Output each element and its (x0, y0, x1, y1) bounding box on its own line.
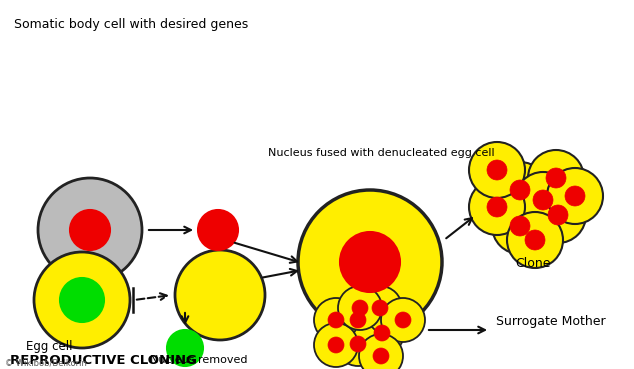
Circle shape (34, 252, 130, 348)
Circle shape (314, 323, 358, 367)
Circle shape (60, 278, 104, 322)
Text: Surrogate Mother: Surrogate Mother (496, 315, 605, 328)
Circle shape (487, 197, 507, 217)
Circle shape (492, 198, 548, 254)
Circle shape (298, 190, 442, 334)
Circle shape (548, 205, 568, 225)
Circle shape (175, 250, 265, 340)
Text: REPRODUCTIVE CLONING: REPRODUCTIVE CLONING (10, 354, 197, 367)
Circle shape (395, 312, 411, 328)
Circle shape (352, 300, 368, 316)
Circle shape (350, 336, 366, 352)
Circle shape (565, 186, 585, 206)
Circle shape (358, 286, 402, 330)
Circle shape (469, 142, 525, 198)
Text: © Wikibob/Belkorin: © Wikibob/Belkorin (5, 358, 87, 367)
Circle shape (528, 150, 584, 206)
Circle shape (374, 325, 390, 341)
Circle shape (328, 312, 344, 328)
Circle shape (515, 172, 571, 228)
Circle shape (487, 160, 507, 180)
Text: Somatic body cell with desired genes: Somatic body cell with desired genes (14, 18, 249, 31)
Circle shape (360, 311, 404, 355)
Circle shape (469, 179, 525, 235)
Circle shape (336, 298, 380, 342)
Circle shape (510, 216, 530, 236)
Text: Clone: Clone (515, 257, 551, 270)
Circle shape (314, 298, 358, 342)
Text: Egg cell: Egg cell (26, 340, 72, 353)
Circle shape (373, 348, 389, 364)
Circle shape (525, 230, 545, 250)
Circle shape (167, 330, 203, 366)
Circle shape (338, 286, 382, 330)
Circle shape (70, 210, 110, 250)
Circle shape (372, 300, 388, 316)
Circle shape (198, 210, 238, 250)
Text: Nucleus fused with denucleated egg cell: Nucleus fused with denucleated egg cell (268, 148, 495, 158)
Circle shape (492, 162, 548, 218)
Circle shape (510, 180, 530, 200)
Circle shape (350, 312, 366, 328)
Circle shape (381, 298, 425, 342)
Circle shape (507, 212, 563, 268)
Circle shape (530, 187, 586, 243)
Circle shape (38, 178, 142, 282)
Circle shape (547, 168, 603, 224)
Circle shape (328, 337, 344, 353)
Circle shape (359, 334, 403, 369)
Circle shape (340, 232, 400, 292)
Circle shape (546, 168, 566, 188)
Circle shape (533, 190, 553, 210)
Text: Nucleus removed: Nucleus removed (150, 355, 247, 365)
Circle shape (336, 322, 380, 366)
